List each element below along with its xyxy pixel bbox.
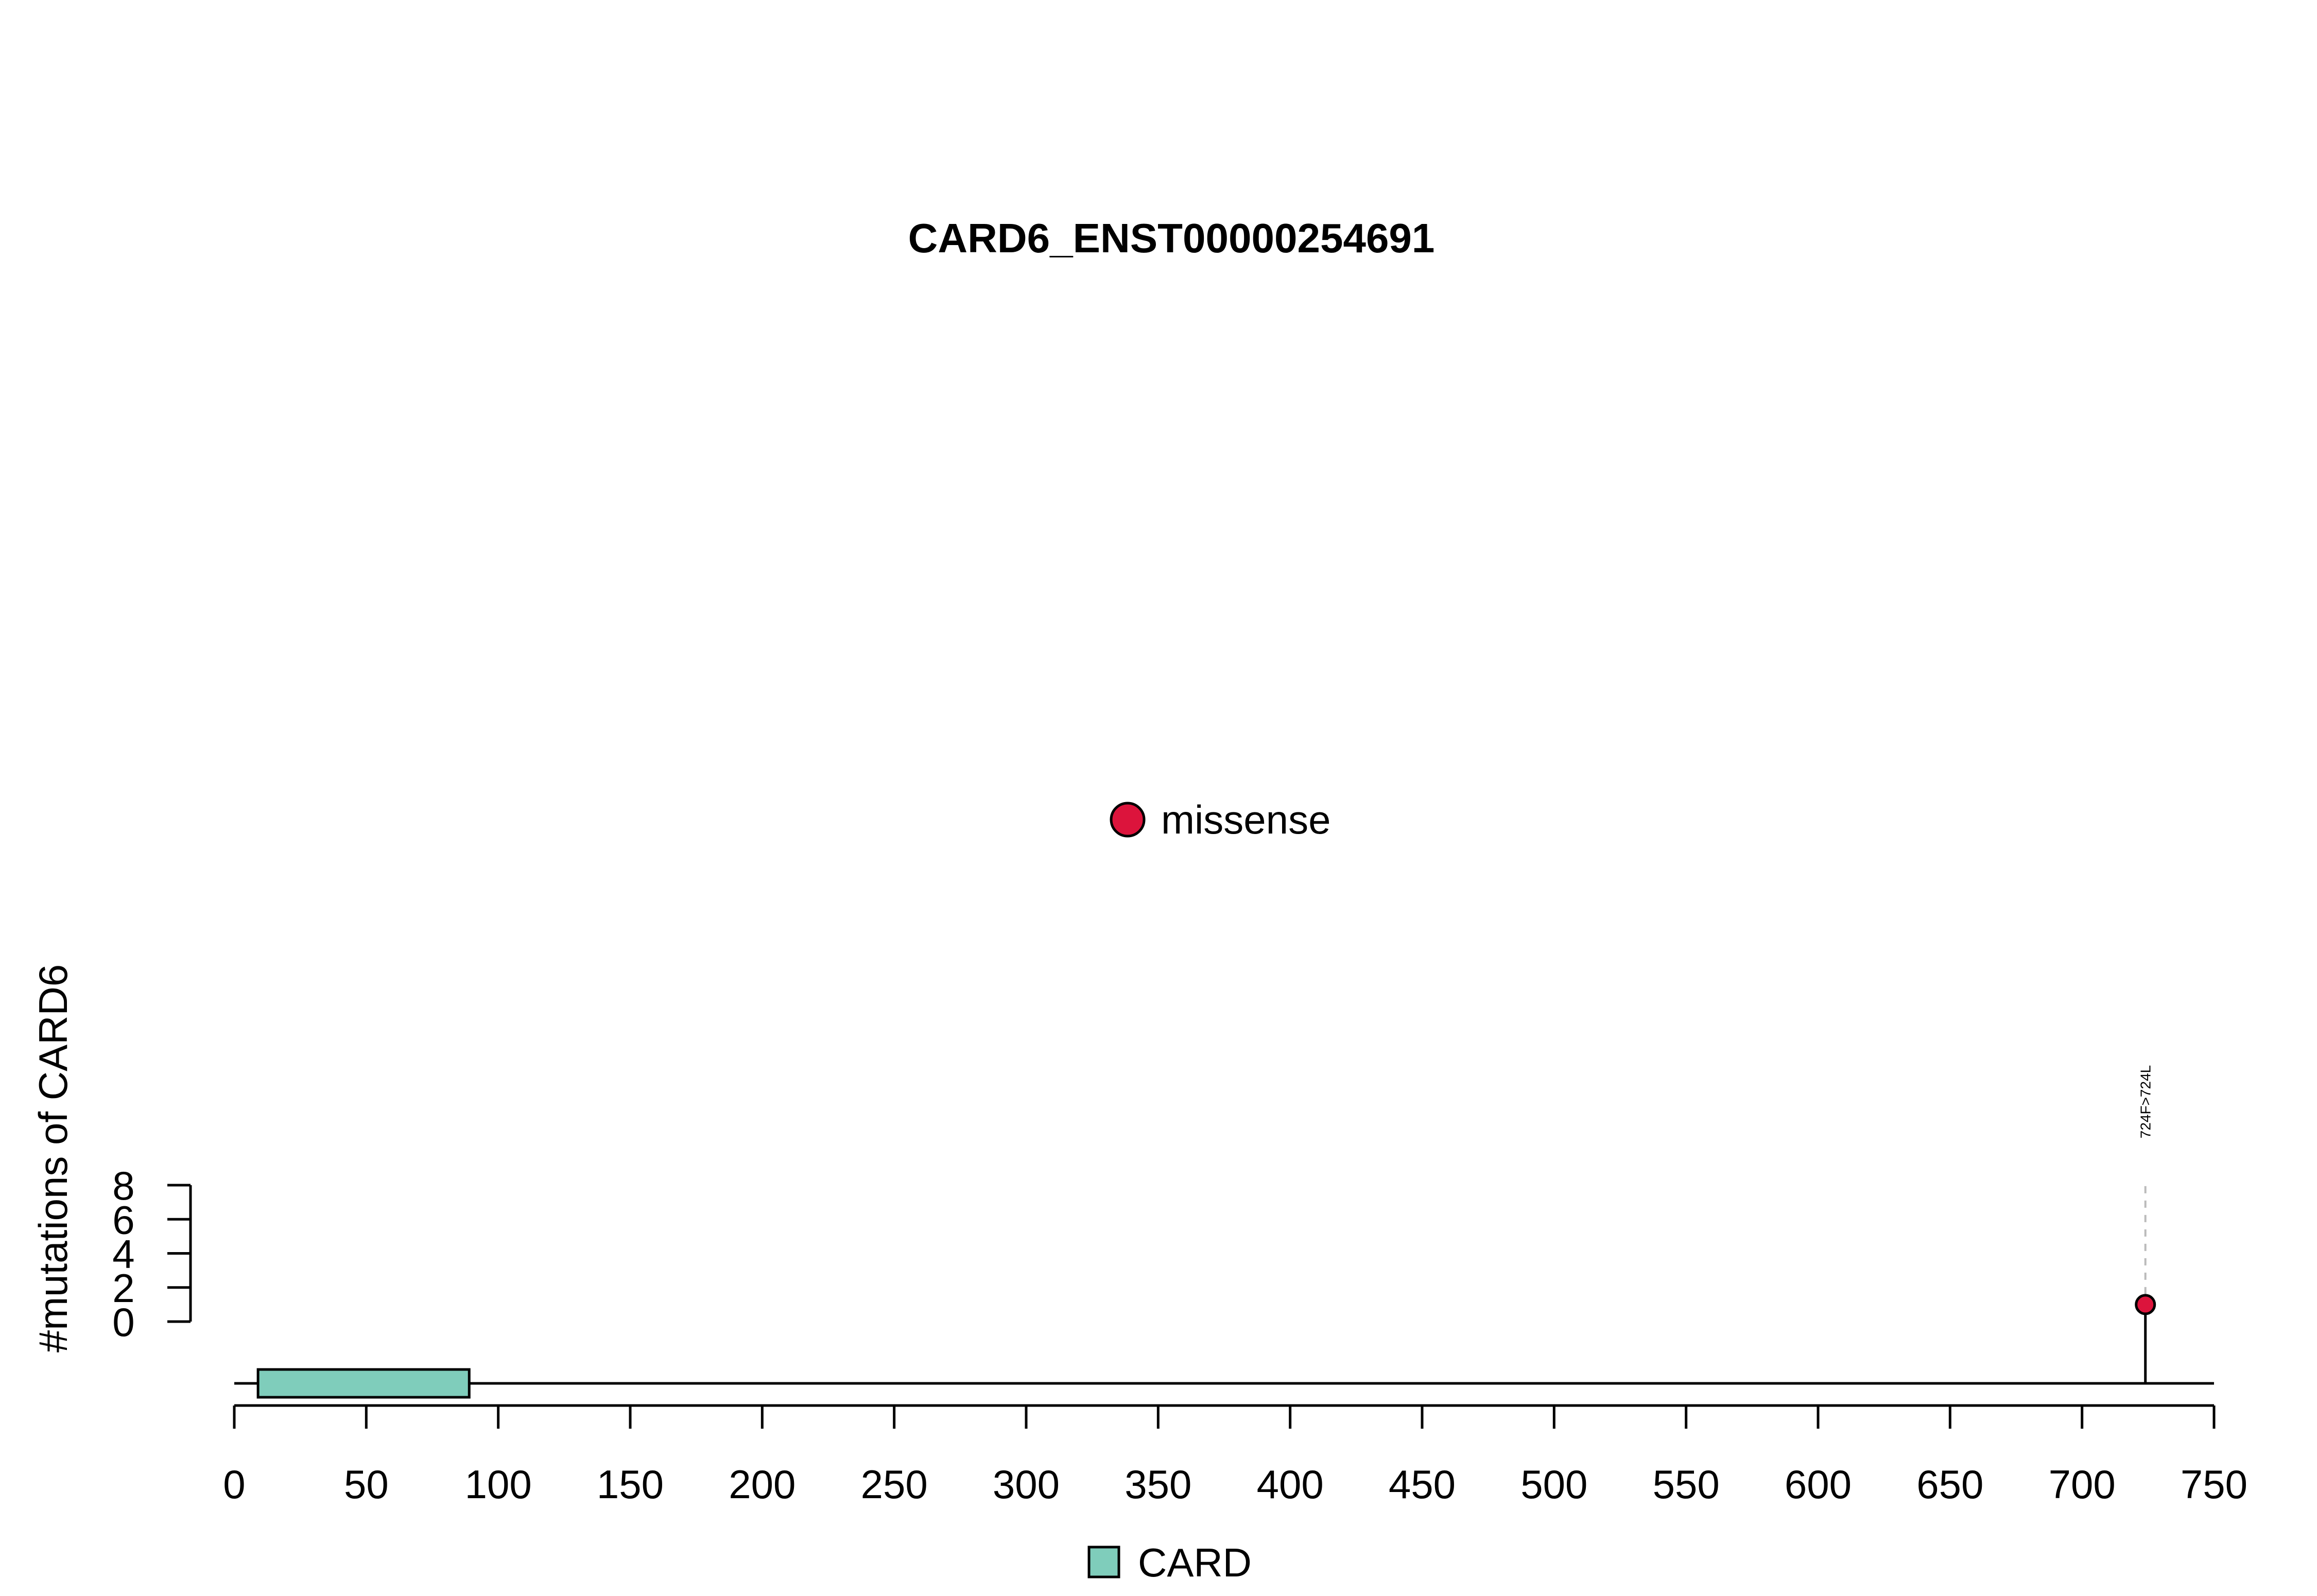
y-tick-label: 4 <box>112 1231 134 1277</box>
domain-card <box>256 1368 471 1399</box>
bottom-legend: CARD <box>1087 1540 1252 1585</box>
legend-card-label: CARD <box>1138 1540 1252 1585</box>
y-tick-label: 2 <box>112 1265 134 1311</box>
x-tick-label: 450 <box>1389 1462 1456 1507</box>
x-tick-label: 300 <box>993 1462 1060 1507</box>
x-tick-label: 600 <box>1785 1462 1852 1507</box>
y-tick-label: 0 <box>112 1299 134 1345</box>
legend-card-swatch <box>1087 1546 1120 1578</box>
x-tick-label: 750 <box>2181 1462 2247 1507</box>
x-tick-label: 250 <box>861 1462 928 1507</box>
x-tick-label: 400 <box>1257 1462 1324 1507</box>
x-tick-label: 200 <box>729 1462 796 1507</box>
y-tick-label: 8 <box>112 1163 134 1208</box>
x-tick-label: 100 <box>465 1462 532 1507</box>
x-tick-label: 650 <box>1916 1462 1983 1507</box>
x-tick-label: 350 <box>1125 1462 1191 1507</box>
x-tick-label: 0 <box>223 1462 245 1507</box>
domains <box>256 1368 471 1399</box>
x-tick-label: 500 <box>1520 1462 1587 1507</box>
y-tick-label: 6 <box>112 1197 134 1242</box>
mutation-lollipops: 724F>724L <box>2135 1065 2156 1383</box>
top-legend: missense <box>1110 797 1330 842</box>
x-tick-label: 700 <box>2049 1462 2116 1507</box>
x-axis: 0 50 100 150 200 250 300 350 400 450 500 550 600 650 7… <box>223 1404 2247 1507</box>
legend-missense-label: missense <box>1161 797 1330 842</box>
x-tick-label: 550 <box>1653 1462 1720 1507</box>
lollipop-point <box>2135 1294 2156 1315</box>
x-tick-label: 50 <box>344 1462 389 1507</box>
legend-missense-marker <box>1110 802 1146 838</box>
chart-title: CARD6_ENST00000254691 <box>908 215 1435 261</box>
y-axis-label: #mutations of CARD6 <box>30 964 76 1352</box>
mutation-label: 724F>724L <box>2138 1065 2154 1138</box>
x-tick-label: 150 <box>597 1462 664 1507</box>
